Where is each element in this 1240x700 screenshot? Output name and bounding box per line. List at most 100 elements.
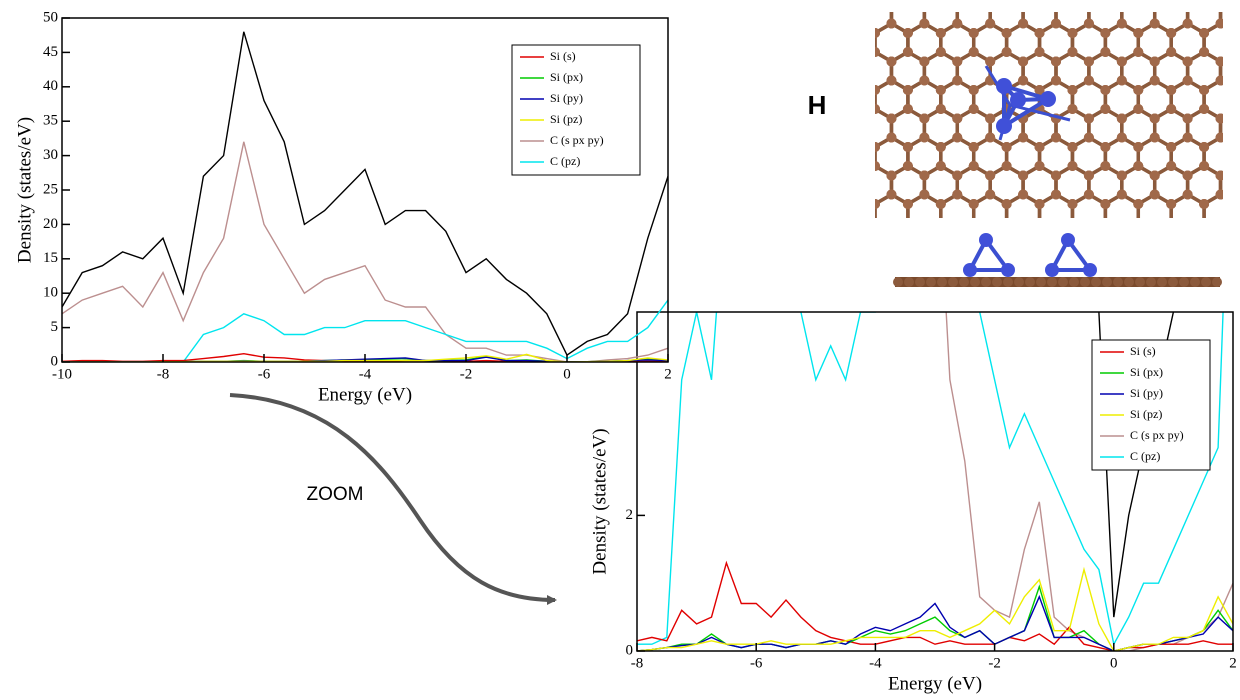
- carbon-atom: [1232, 85, 1240, 95]
- carbon-atom: [1150, 228, 1160, 238]
- carbon-atom: [837, 28, 847, 38]
- carbon-atom: [1002, 199, 1012, 209]
- carbon-atom: [1084, 133, 1094, 143]
- chart: -10-8-6-4-20205101520253035404550Energy …: [14, 9, 671, 405]
- series-line: [62, 300, 668, 362]
- carbon-atom: [1150, 57, 1160, 67]
- carbon-atom: [1232, 104, 1240, 114]
- carbon-atom: [1025, 277, 1035, 287]
- carbon-atom: [1183, 228, 1193, 238]
- legend-label: C (pz): [550, 154, 580, 168]
- carbon-atom: [969, 142, 979, 152]
- legend-label: Si (py): [1130, 386, 1163, 400]
- carbon-atom: [952, 0, 962, 10]
- carbon-atom: [1067, 256, 1077, 266]
- carbon-atom: [1100, 85, 1110, 95]
- carbon-atom: [870, 85, 880, 95]
- carbon-atom: [952, 228, 962, 238]
- carbon-atom: [1117, 76, 1127, 86]
- carbon-atom: [837, 218, 847, 228]
- bond-ring: [1221, 109, 1240, 147]
- carbon-atom: [919, 133, 929, 143]
- carbon-atom: [854, 76, 864, 86]
- carbon-atom: [952, 247, 962, 257]
- carbon-atom: [970, 277, 980, 287]
- carbon-atom: [952, 171, 962, 181]
- carbon-atom: [1133, 218, 1143, 228]
- carbon-atom: [1183, 114, 1193, 124]
- carbon-atom: [837, 104, 847, 114]
- carbon-atom: [969, 47, 979, 57]
- legend-label: Si (py): [550, 91, 583, 105]
- carbon-atom: [893, 277, 903, 287]
- carbon-atom: [886, 114, 896, 124]
- y-tick-label: 0: [626, 642, 634, 658]
- carbon-atom: [837, 142, 847, 152]
- carbon-atom: [1232, 256, 1240, 266]
- carbon-atom: [870, 28, 880, 38]
- carbon-atom: [919, 0, 929, 10]
- carbon-atom: [821, 247, 831, 257]
- carbon-atom: [1035, 256, 1045, 266]
- carbon-atom: [1018, 133, 1028, 143]
- carbon-atom: [926, 277, 936, 287]
- carbon-atom: [1216, 19, 1226, 29]
- carbon-atom: [1168, 277, 1178, 287]
- bond-ring: [842, 81, 875, 119]
- carbon-atom: [854, 171, 864, 181]
- bond-ring: [1007, 0, 1040, 5]
- bond-ring: [859, 223, 892, 261]
- carbon-atom: [1100, 256, 1110, 266]
- carbon-atom: [1117, 19, 1127, 29]
- carbon-atom: [1216, 76, 1226, 86]
- carbon-atom: [969, 199, 979, 209]
- carbon-atom: [886, 19, 896, 29]
- carbon-atom: [854, 19, 864, 29]
- carbon-atom: [1232, 104, 1240, 114]
- carbon-atom: [1117, 247, 1127, 257]
- carbon-atom: [870, 161, 880, 171]
- x-tick-label: -8: [157, 366, 170, 382]
- carbon-atom: [1084, 57, 1094, 67]
- carbon-atom: [1150, 247, 1160, 257]
- carbon-atom: [1232, 142, 1240, 152]
- carbon-atom: [870, 47, 880, 57]
- carbon-atom: [1232, 218, 1240, 228]
- carbon-atom: [1232, 275, 1240, 285]
- carbon-atom: [936, 142, 946, 152]
- carbon-atom: [1199, 218, 1209, 228]
- carbon-atom: [1216, 247, 1226, 257]
- carbon-atom: [1133, 218, 1143, 228]
- carbon-atom: [1133, 161, 1143, 171]
- carbon-atom: [903, 142, 913, 152]
- carbon-atom: [1058, 277, 1068, 287]
- carbon-atom: [959, 277, 969, 287]
- carbon-atom: [1199, 161, 1209, 171]
- carbon-atom: [969, 28, 979, 38]
- carbon-atom: [1150, 114, 1160, 124]
- carbon-atom: [1018, 247, 1028, 257]
- carbon-atom: [1232, 161, 1240, 171]
- carbon-atom: [886, 228, 896, 238]
- bond-ring: [1221, 0, 1240, 33]
- carbon-atom: [1117, 114, 1127, 124]
- carbon-atom: [1067, 256, 1077, 266]
- carbon-atom: [952, 76, 962, 86]
- carbon-atom: [821, 171, 831, 181]
- carbon-atom: [1232, 256, 1240, 266]
- carbon-atom: [1100, 218, 1110, 228]
- carbon-atom: [1183, 228, 1193, 238]
- bond-ring: [842, 138, 875, 176]
- bond-ring: [1122, 223, 1155, 261]
- carbon-atom: [903, 85, 913, 95]
- bond-ring: [1221, 223, 1240, 261]
- carbon-atom: [854, 247, 864, 257]
- carbon-atom: [1069, 277, 1079, 287]
- carbon-atom: [1084, 76, 1094, 86]
- x-tick-label: 0: [563, 366, 571, 382]
- y-axis-label: Density (states/eV): [589, 428, 610, 574]
- carbon-atom: [1067, 199, 1077, 209]
- carbon-atom: [952, 114, 962, 124]
- carbon-atom: [837, 85, 847, 95]
- carbon-atom: [1100, 161, 1110, 171]
